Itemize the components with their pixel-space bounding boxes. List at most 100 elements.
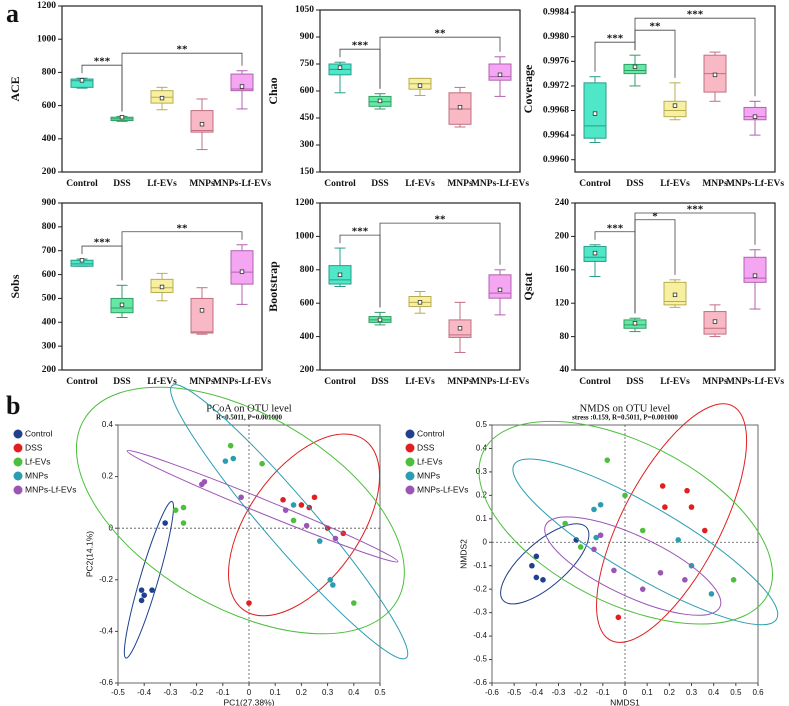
x-tick-label: 0.4 [708, 688, 720, 697]
point [611, 567, 617, 574]
plot-frame [319, 202, 521, 371]
y-tick-label: 600 [42, 270, 57, 280]
point [138, 587, 145, 593]
point [172, 507, 179, 513]
point [682, 577, 688, 583]
point [238, 494, 244, 501]
legend-marker [13, 485, 23, 495]
legend-label: MNPs [417, 470, 440, 480]
x-tick-label: -0.4 [529, 688, 543, 697]
plot-frame [61, 202, 263, 371]
x-tick-label: Control [66, 179, 98, 189]
x-tick-label: 0.5 [374, 688, 386, 697]
significance-label: *** [94, 237, 111, 249]
point [141, 592, 147, 599]
point [639, 586, 646, 592]
y-axis-label: Coverage [521, 64, 535, 113]
box [488, 274, 512, 299]
point [303, 522, 310, 529]
x-tick-label: -0.6 [485, 688, 499, 697]
y-tick-label: 900 [42, 198, 57, 208]
panel-label: a [6, 0, 19, 28]
point [540, 577, 546, 583]
x-tick-label: 0.3 [686, 688, 698, 697]
x-tick-label: 0 [247, 688, 252, 697]
y-tick-label: 0.9960 [543, 155, 569, 165]
y-tick-label: 40 [560, 365, 570, 375]
mean-marker [632, 64, 638, 70]
y-tick-label: 0.1 [476, 514, 488, 523]
y-tick-label: 600 [300, 86, 315, 96]
plot-frame [574, 202, 776, 371]
y-tick-label: 0.4 [476, 444, 488, 453]
y-tick-label: 400 [42, 317, 57, 327]
y-tick-label: 0.9980 [543, 32, 569, 42]
point [659, 483, 666, 489]
x-tick-label: Lf-EVs [405, 179, 435, 189]
point [591, 546, 597, 553]
x-tick-label: DSS [371, 377, 388, 387]
significance-label: *** [94, 56, 111, 68]
x-tick-label: MNPs-Lf-EVs [726, 179, 784, 189]
y-tick-label: 450 [300, 113, 315, 123]
point [138, 597, 145, 604]
x-tick-label: DSS [626, 179, 643, 189]
significance-label: *** [687, 204, 704, 216]
y-tick-label: 600 [42, 101, 57, 111]
x-tick-label: MNPs-Lf-EVs [471, 179, 529, 189]
significance-bracket [634, 212, 756, 314]
x-tick-label: DSS [626, 377, 643, 387]
legend-marker [13, 457, 23, 467]
mean-marker [119, 115, 125, 120]
confidence-ellipse [478, 420, 773, 625]
y-tick-label: 150 [300, 167, 315, 177]
y-tick-label: -0.6 [99, 678, 113, 687]
legend-marker [405, 443, 415, 453]
mean-marker [337, 65, 343, 70]
point [604, 457, 611, 463]
y-tick-label: 0.9976 [543, 57, 569, 67]
point [573, 537, 580, 543]
box [230, 250, 254, 285]
y-tick-label: 0.4 [102, 420, 114, 429]
y-tick-label: 200 [555, 232, 570, 242]
point [662, 504, 668, 510]
point [639, 527, 646, 534]
mean-marker [337, 272, 343, 278]
x-tick-label: 0 [623, 688, 628, 697]
x-tick-label: -0.2 [574, 688, 588, 697]
legend-marker [13, 429, 23, 439]
point [149, 587, 155, 593]
point [562, 520, 568, 527]
y-axis-label: Qstat [521, 273, 535, 301]
point [298, 502, 305, 508]
confidence-ellipse [544, 516, 722, 616]
point [351, 600, 357, 606]
point [688, 504, 695, 510]
legend-label: Control [25, 428, 53, 438]
legend-label: DSS [417, 442, 435, 452]
x-tick-label: MNPs-Lf-EVs [213, 179, 271, 189]
y-tick-label: 1050 [295, 5, 314, 15]
box [663, 100, 687, 118]
x-tick-label: Control [66, 377, 98, 387]
point [597, 501, 604, 508]
box [190, 297, 214, 334]
y-tick-label: -0.2 [473, 584, 487, 593]
mean-marker [672, 103, 678, 108]
significance-label: *** [607, 33, 624, 45]
point [593, 534, 599, 541]
mean-marker [199, 121, 205, 127]
y-tick-label: 800 [300, 265, 315, 275]
y-tick-label: 1000 [295, 232, 314, 242]
confidence-ellipse [126, 450, 399, 563]
y-tick-label: 0.5 [476, 420, 488, 429]
x-tick-label: -0.1 [596, 688, 610, 697]
significance-label: ** [435, 28, 447, 40]
point [330, 582, 336, 588]
mean-marker [712, 72, 718, 78]
x-tick-label: -0.5 [507, 688, 521, 697]
x-tick-label: MNPs [189, 377, 215, 387]
significance-label: ** [435, 214, 447, 226]
